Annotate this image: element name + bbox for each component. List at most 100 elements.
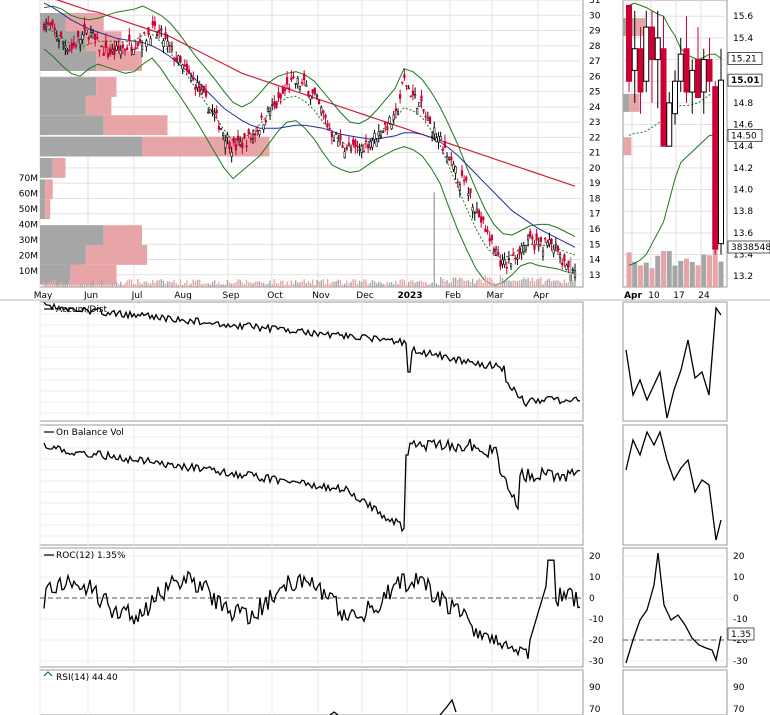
price-candle: [458, 184, 461, 191]
volume-bar: [399, 280, 401, 287]
volume-bar: [45, 281, 47, 287]
volume-bar: [482, 282, 485, 287]
volume-bar: [184, 283, 186, 287]
volume-bar: [141, 284, 143, 287]
volume-bar: [401, 279, 403, 287]
price-candle: [341, 144, 344, 148]
price-candle: [354, 140, 357, 147]
rsi-frame: [39, 669, 584, 715]
price-candle: [371, 140, 374, 148]
price-candle: [181, 64, 184, 70]
volume-bar: [361, 281, 363, 287]
price-candle: [561, 262, 564, 266]
month-label: May: [34, 291, 53, 301]
volume-bar: [154, 282, 156, 287]
volume-bar: [559, 281, 561, 287]
volume-bar: [572, 280, 574, 287]
price-candle: [499, 260, 502, 267]
volume-bar: [179, 279, 182, 287]
volume-bar: [358, 280, 361, 287]
price-candle: [492, 248, 496, 253]
volume-bar: [173, 280, 175, 287]
volume-bar: [422, 282, 425, 287]
volume-bar: [226, 280, 229, 287]
detail-candle: [631, 48, 638, 71]
roc-tick-label: 0: [589, 594, 595, 604]
detail-volume-bar: [684, 258, 689, 287]
price-candle: [143, 32, 146, 34]
price-candle: [260, 115, 263, 119]
price-candle: [226, 134, 229, 138]
accum-dist-frame: [39, 301, 584, 422]
price-candle: [524, 245, 528, 250]
price-candle: [448, 157, 451, 160]
detail-volume-bar: [689, 261, 695, 287]
price-candle: [364, 140, 368, 143]
detail-tick-label: 14.2: [733, 164, 753, 174]
price-candle: [328, 127, 331, 130]
volume-bar: [567, 282, 570, 287]
price-candle: [283, 88, 287, 91]
roc-detail-frame: [622, 547, 728, 668]
volume-bar: [337, 279, 339, 287]
price-tick-label: 22: [589, 133, 600, 143]
volume-tick-label: 40M: [19, 221, 38, 231]
price-candle: [467, 193, 470, 196]
price-candle: [136, 42, 139, 46]
price-candle: [207, 111, 210, 114]
volume-bar: [380, 282, 382, 287]
volume-bar: [439, 277, 442, 287]
volume-bar: [384, 284, 386, 287]
volume-bar: [512, 280, 514, 287]
price-candle: [230, 151, 233, 158]
volume-bar: [252, 283, 254, 287]
volume-bar: [126, 280, 128, 287]
volume-bar: [115, 282, 118, 287]
price-candle: [123, 49, 127, 51]
price-candle: [268, 111, 272, 116]
volume-bar: [218, 281, 220, 287]
volume-bar: [113, 279, 116, 287]
price-candle: [358, 149, 361, 151]
price-candle: [121, 44, 125, 49]
price-candle: [296, 78, 299, 85]
volume-bar: [68, 279, 71, 287]
price-candle: [546, 241, 549, 246]
volume-bar: [230, 283, 233, 287]
detail-candle: [700, 59, 707, 93]
volume-bar: [282, 280, 284, 287]
volume-bar: [103, 279, 105, 287]
volume-bar: [124, 283, 126, 287]
price-candle: [288, 87, 291, 91]
volume-bar: [322, 279, 325, 287]
price-candle: [170, 46, 174, 51]
volume-bar: [516, 281, 519, 287]
price-candle: [256, 129, 259, 132]
volume-tick-label: 50M: [19, 205, 38, 215]
volume-bar: [452, 277, 455, 287]
volume-bar: [488, 277, 491, 287]
volume-bar: [224, 284, 226, 287]
volume-profile-bar-down: [96, 77, 117, 97]
price-candle: [262, 124, 265, 130]
roc-tick-label: 10: [589, 573, 601, 583]
detail-day-label: 24: [698, 291, 710, 301]
price-candle: [162, 40, 165, 47]
price-candle: [190, 76, 193, 82]
price-candle: [518, 248, 521, 255]
volume-bar: [143, 281, 145, 287]
price-candle: [375, 140, 378, 147]
volume-bar: [565, 282, 568, 287]
volume-bar: [425, 281, 427, 287]
price-candle: [388, 117, 391, 124]
volume-bar: [561, 283, 563, 287]
price-tick-label: 19: [589, 179, 601, 189]
roc-detail-tick-label: 10: [733, 573, 745, 583]
price-candle: [411, 90, 415, 96]
price-candle: [164, 32, 167, 40]
price-candle: [509, 263, 513, 267]
price-candle: [147, 27, 150, 35]
detail-bollinger-upper: [628, 2, 722, 61]
volume-bar: [412, 280, 414, 287]
roc-label: ROC(12) 1.35%: [56, 551, 126, 561]
